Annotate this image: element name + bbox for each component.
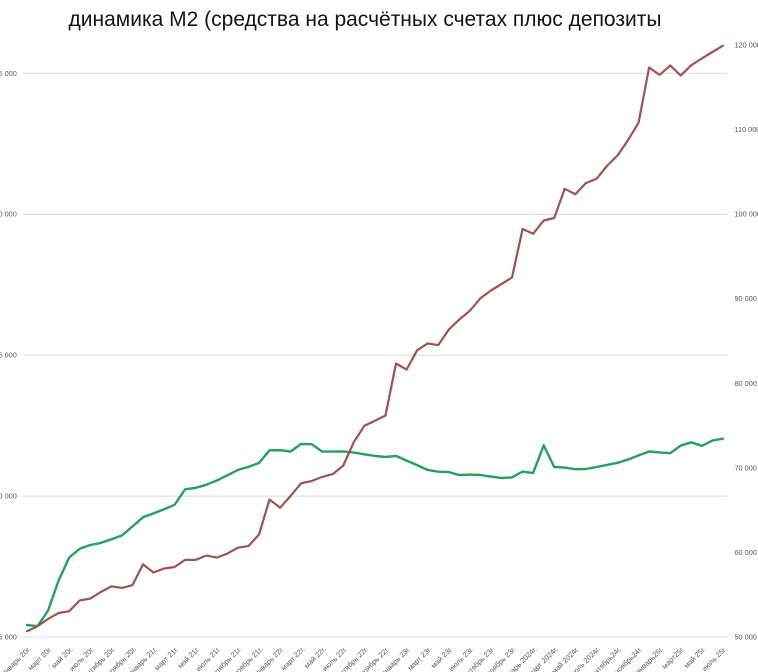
svg-text:110 000: 110 000 xyxy=(735,125,758,134)
svg-text:динамика М2 (средства на расчё: динамика М2 (средства на расчётных счета… xyxy=(69,8,662,31)
svg-text:80 000: 80 000 xyxy=(735,379,757,388)
svg-text:10 000: 10 000 xyxy=(0,492,17,501)
svg-text:25 000: 25 000 xyxy=(0,69,17,78)
svg-text:15 000: 15 000 xyxy=(0,351,17,360)
svg-text:90 000: 90 000 xyxy=(735,294,757,303)
svg-text:5 000: 5 000 xyxy=(0,633,17,642)
svg-text:100 000: 100 000 xyxy=(735,210,758,219)
svg-text:50 000: 50 000 xyxy=(735,633,757,642)
svg-text:20 000: 20 000 xyxy=(0,210,17,219)
svg-text:120 000: 120 000 xyxy=(735,41,758,50)
svg-text:70 000: 70 000 xyxy=(735,463,757,472)
svg-text:60 000: 60 000 xyxy=(735,548,757,557)
